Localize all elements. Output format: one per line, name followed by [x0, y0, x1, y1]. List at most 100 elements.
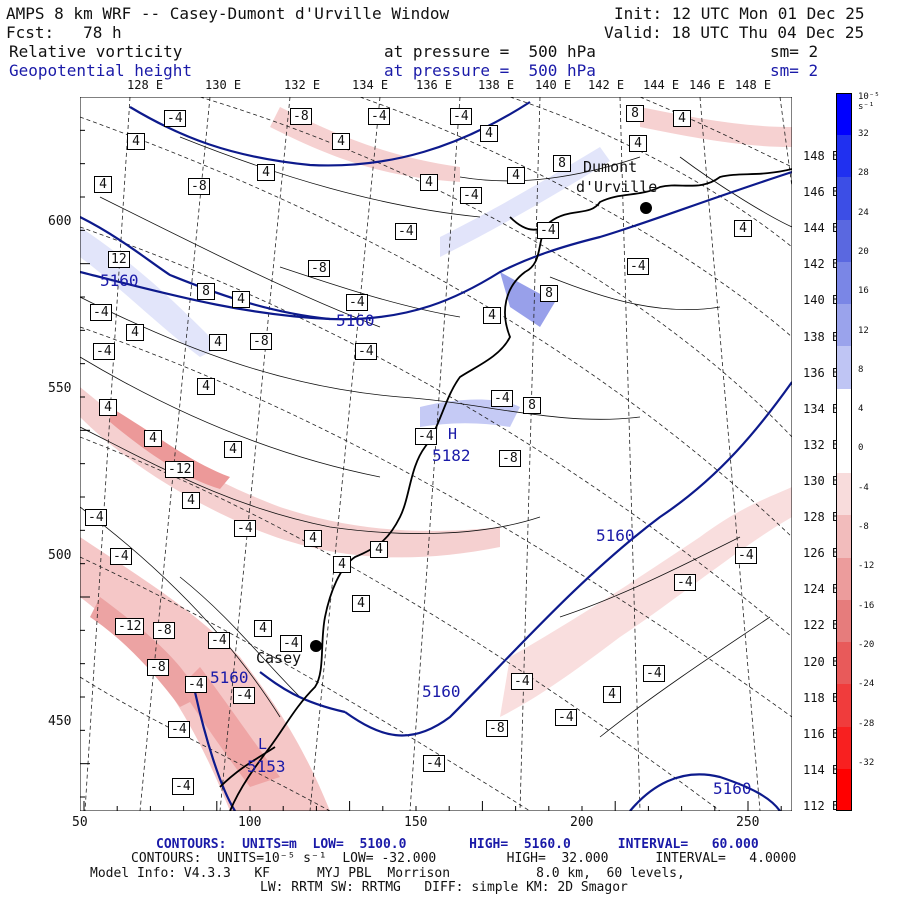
vorticity-contour-label: -4: [627, 258, 649, 275]
height-label: 5160: [100, 271, 139, 290]
vorticity-contour-label: -4: [423, 755, 445, 772]
right-longitude-label: 118 E: [803, 690, 840, 705]
vorticity-contour-label: 8: [197, 283, 215, 300]
forecast-hour: Fcst: 78 h: [6, 23, 122, 42]
colorbar-tick-label: 16: [858, 286, 869, 297]
vorticity-contour-label: 4: [126, 324, 144, 341]
x-tick-label: 250: [736, 815, 760, 830]
right-longitude-label: 112 E: [803, 799, 840, 813]
top-longitude-label: 130 E: [205, 78, 242, 92]
x-tick-label: 200: [570, 815, 594, 830]
vorticity-contour-label: 4: [224, 441, 242, 458]
top-longitude-label: 132 E: [284, 78, 321, 92]
vorticity-contour-label: -4: [460, 187, 482, 204]
vorticity-contour-label: 4: [483, 307, 501, 324]
colorbar-tick-label: -4: [858, 482, 869, 493]
right-longitude-label: 128 E: [803, 510, 840, 525]
colorbar-tick-label: -28: [858, 718, 875, 729]
vorticity-contour-label: 8: [540, 285, 558, 302]
casey-label: Casey: [256, 649, 302, 667]
vorticity-contour-label: -8: [308, 260, 330, 277]
vorticity-contour-label: 4: [370, 541, 388, 558]
colorbar-tick-label: -20: [858, 639, 875, 650]
right-longitude-label: 144 E: [803, 221, 840, 236]
colorbar-tick-label: 4: [858, 404, 864, 415]
map-tick-marks: [80, 97, 782, 811]
top-longitude-label: 134 E: [352, 78, 389, 92]
y-tick-label: 600: [48, 214, 72, 229]
x-tick-label: 150: [404, 815, 428, 830]
vorticity-contour-label: -12: [165, 461, 195, 478]
right-longitude-label: 148 E: [803, 149, 840, 163]
dumont-durville-station-marker: [640, 202, 652, 214]
top-longitude-label: 138 E: [478, 78, 515, 92]
colorbar-tick-label: -12: [858, 561, 875, 572]
valid-time: Valid: 18 UTC Thu 04 Dec 25: [604, 23, 865, 42]
height-contour-info: CONTOURS: UNITS=m LOW= 5100.0 HIGH= 5160…: [156, 837, 759, 852]
colorbar-tick-label: -16: [858, 600, 875, 611]
vorticity-contour-label: -8: [153, 622, 175, 639]
vorticity-contour-label: -4: [355, 343, 377, 360]
colorbar-tick-label: 28: [858, 168, 869, 179]
vorticity-contour-label: -4: [537, 222, 559, 239]
right-longitude-label: 122 E: [803, 618, 840, 633]
vorticity-contour-label: 4: [232, 291, 250, 308]
dumont-durville-label: Dumont: [583, 158, 638, 176]
field1-level: at pressure = 500 hPa: [384, 42, 596, 61]
right-longitude-label: 132 E: [803, 437, 840, 452]
field2-name: Geopotential height: [9, 61, 193, 80]
colorbar-tick-label: 24: [858, 207, 869, 218]
vorticity-contour-label: 4: [127, 133, 145, 150]
vorticity-height-map: [80, 97, 792, 811]
vorticity-contour-label: 4: [480, 125, 498, 142]
colorbar-unit: 10⁻⁵ s⁻¹: [858, 92, 880, 112]
colorbar-tick-label: -24: [858, 679, 875, 690]
vorticity-contour-label: -4: [234, 520, 256, 537]
vorticity-contour-label: -4: [185, 676, 207, 693]
height-label: 5160: [422, 682, 461, 701]
right-longitude-label: 126 E: [803, 546, 840, 561]
colorbar-tick-label: 32: [858, 129, 869, 139]
right-longitude-label: 124 E: [803, 582, 840, 597]
lat-lon-grid: [80, 97, 792, 811]
right-longitude-label: 140 E: [803, 293, 840, 308]
height-label: 5160: [210, 668, 249, 687]
vorticity-contour-label: -8: [250, 333, 272, 350]
map-title: AMPS 8 km WRF -- Casey-Dumont d'Urville …: [6, 4, 450, 23]
colorbar-tick-label: -8: [858, 522, 869, 532]
vorticity-contour-label: -4: [735, 547, 757, 564]
vorticity-contour-label: 4: [257, 164, 275, 181]
right-longitude-label: 146 E: [803, 185, 840, 200]
right-longitude-label: 134 E: [803, 401, 840, 416]
vorticity-contour-label: -8: [499, 450, 521, 467]
vorticity-contour-label: -4: [168, 721, 190, 738]
vorticity-contour-label: -4: [280, 635, 302, 652]
right-longitude-label: 138 E: [803, 329, 840, 344]
vorticity-contour-label: -4: [368, 108, 390, 125]
vorticity-contour-label: 4: [352, 595, 370, 612]
height-label: 5160: [713, 779, 752, 798]
vorticity-contour-label: -4: [450, 108, 472, 125]
field1-smoothing: sm= 2: [770, 42, 819, 61]
vorticity-contour-label: -4: [555, 709, 577, 726]
vorticity-contour-label: 4: [99, 399, 117, 416]
field2-level: at pressure = 500 hPa: [384, 61, 596, 80]
vorticity-contour-label: 8: [626, 105, 644, 122]
colorbar-tick-label: 0: [858, 443, 864, 454]
vorticity-contour-label: 4: [734, 220, 752, 237]
vorticity-contour-label: 4: [507, 167, 525, 184]
vorticity-contour-label: 4: [332, 133, 350, 150]
height-label: 5182: [432, 446, 471, 465]
y-tick-label: 450: [48, 714, 72, 729]
right-longitude-label: 114 E: [803, 762, 840, 777]
vorticity-contour-label: -4: [346, 294, 368, 311]
top-longitude-label: 142 E: [588, 78, 625, 92]
vorticity-contour-label: -12: [115, 618, 145, 635]
vorticity-contour-info: CONTOURS: UNITS=10⁻⁵ s⁻¹ LOW= -32.000 HI…: [131, 851, 797, 866]
vorticity-contour-label: -4: [511, 673, 533, 690]
y-tick-label: 550: [48, 381, 72, 396]
vorticity-contour-label: 4: [197, 378, 215, 395]
init-time: Init: 12 UTC Mon 01 Dec 25: [614, 4, 865, 23]
height-label: 5160: [336, 311, 375, 330]
vorticity-contour-label: 4: [94, 176, 112, 193]
